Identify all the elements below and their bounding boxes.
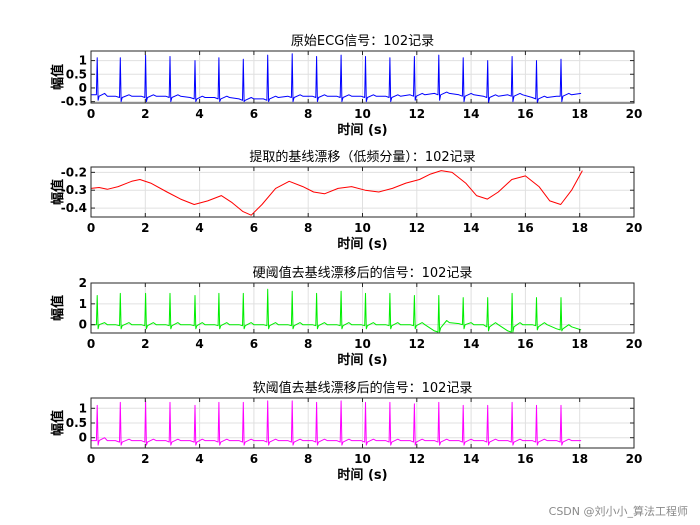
x-tick-label: 12 [408,221,425,235]
y-tick-label: 1 [79,54,87,68]
x-tick-label: 20 [626,107,643,121]
x-tick-label: 10 [354,337,371,351]
x-tick-label: 14 [463,337,480,351]
x-tick-label: 12 [408,107,425,121]
subplot-3: 0 2 4 6 8 10 12 14 16 18 20012硬阈值去基线漂移后的信号：102记录时间… [50,265,642,368]
x-tick-label: 16 [517,452,534,466]
x-tick-label: 6 [250,107,258,121]
x-tick-label: 0 [87,452,95,466]
x-tick-label: 6 [250,452,258,466]
subplot-1: 0 2 4 6 8 10 12 14 16 18 20-0.500.51原始ECG信号：102记录时… [50,34,642,138]
series-line [91,53,582,104]
x-tick-label: 14 [463,221,480,235]
y-axis-label: 幅值 [50,179,66,205]
x-tick-label: 2 [141,452,149,466]
x-tick-label: 8 [304,107,312,121]
x-tick-label: 18 [571,107,588,121]
y-tick-label: -0.3 [61,183,87,197]
y-axis-label: 幅值 [50,295,66,321]
x-tick-label: 10 [354,107,371,121]
y-tick-label: 0 [79,318,87,332]
y-tick-label: 2 [79,276,87,290]
x-tick-label: 20 [626,337,643,351]
x-tick-label: 4 [195,337,203,351]
x-axis-label: 时间 (s) [337,122,387,138]
chart-title: 原始ECG信号：102记录 [291,34,434,49]
x-tick-label: 4 [195,221,203,235]
x-tick-label: 10 [354,221,371,235]
x-tick-label: 2 [141,337,149,351]
x-tick-label: 16 [517,107,534,121]
x-tick-label: 12 [408,452,425,466]
x-tick-label: 20 [626,221,643,235]
y-axis-label: 幅值 [50,64,66,90]
y-tick-label: 0 [79,431,87,445]
x-tick-label: 4 [195,107,203,121]
x-tick-label: 14 [463,107,480,121]
x-tick-label: 6 [250,337,258,351]
x-tick-label: 8 [304,221,312,235]
x-tick-label: 16 [517,221,534,235]
subplot-2: 0 2 4 6 8 10 12 14 16 18 20 -0.4 -0.3 -0.2 提取的基线漂移（低频分… [50,149,642,252]
y-tick-label: 1 [79,401,87,415]
series-line [91,288,582,333]
x-tick-label: 2 [141,221,149,235]
watermark: CSDN @刘小小_算法工程师 [548,505,688,518]
x-axis-label: 时间 (s) [337,467,387,483]
y-axis-label: 幅值 [50,410,66,436]
x-tick-label: 18 [571,221,588,235]
series-line [90,170,583,216]
y-tick-label: 0.5 [66,416,87,430]
x-tick-label: 12 [408,337,425,351]
x-tick-label: 4 [195,452,203,466]
y-tick-label: -0.2 [61,165,87,179]
x-tick-label: 0 [87,107,95,121]
x-tick-label: 16 [517,337,534,351]
x-tick-label: 0 [87,221,95,235]
x-tick-label: 8 [304,337,312,351]
chart-title: 硬阈值去基线漂移后的信号：102记录 [253,265,473,281]
x-tick-label: 2 [141,107,149,121]
x-tick-label: 10 [354,452,371,466]
x-tick-label: 0 [87,337,95,351]
chart-title: 提取的基线漂移（低频分量）：102记录 [249,149,475,165]
y-tick-label: 0.5 [66,67,87,81]
chart-title: 软阈值去基线漂移后的信号：102记录 [253,380,473,396]
x-tick-label: 18 [571,452,588,466]
subplot-4: 0 2 4 6 8 10 12 14 16 18 2000.51软阈值去基线漂移后的信号：102记录… [50,380,642,483]
x-axis-label: 时间 (s) [337,352,387,368]
x-axis-label: 时间 (s) [337,236,387,252]
x-tick-label: 8 [304,452,312,466]
series-line [91,400,582,446]
x-tick-label: 14 [463,452,480,466]
y-tick-label: 0 [79,81,87,95]
x-tick-label: 20 [626,452,643,466]
y-tick-label: -0.4 [61,201,87,215]
x-tick-label: 18 [571,337,588,351]
y-tick-label: -0.5 [61,95,87,109]
y-tick-label: 1 [79,297,87,311]
x-tick-label: 6 [250,221,258,235]
